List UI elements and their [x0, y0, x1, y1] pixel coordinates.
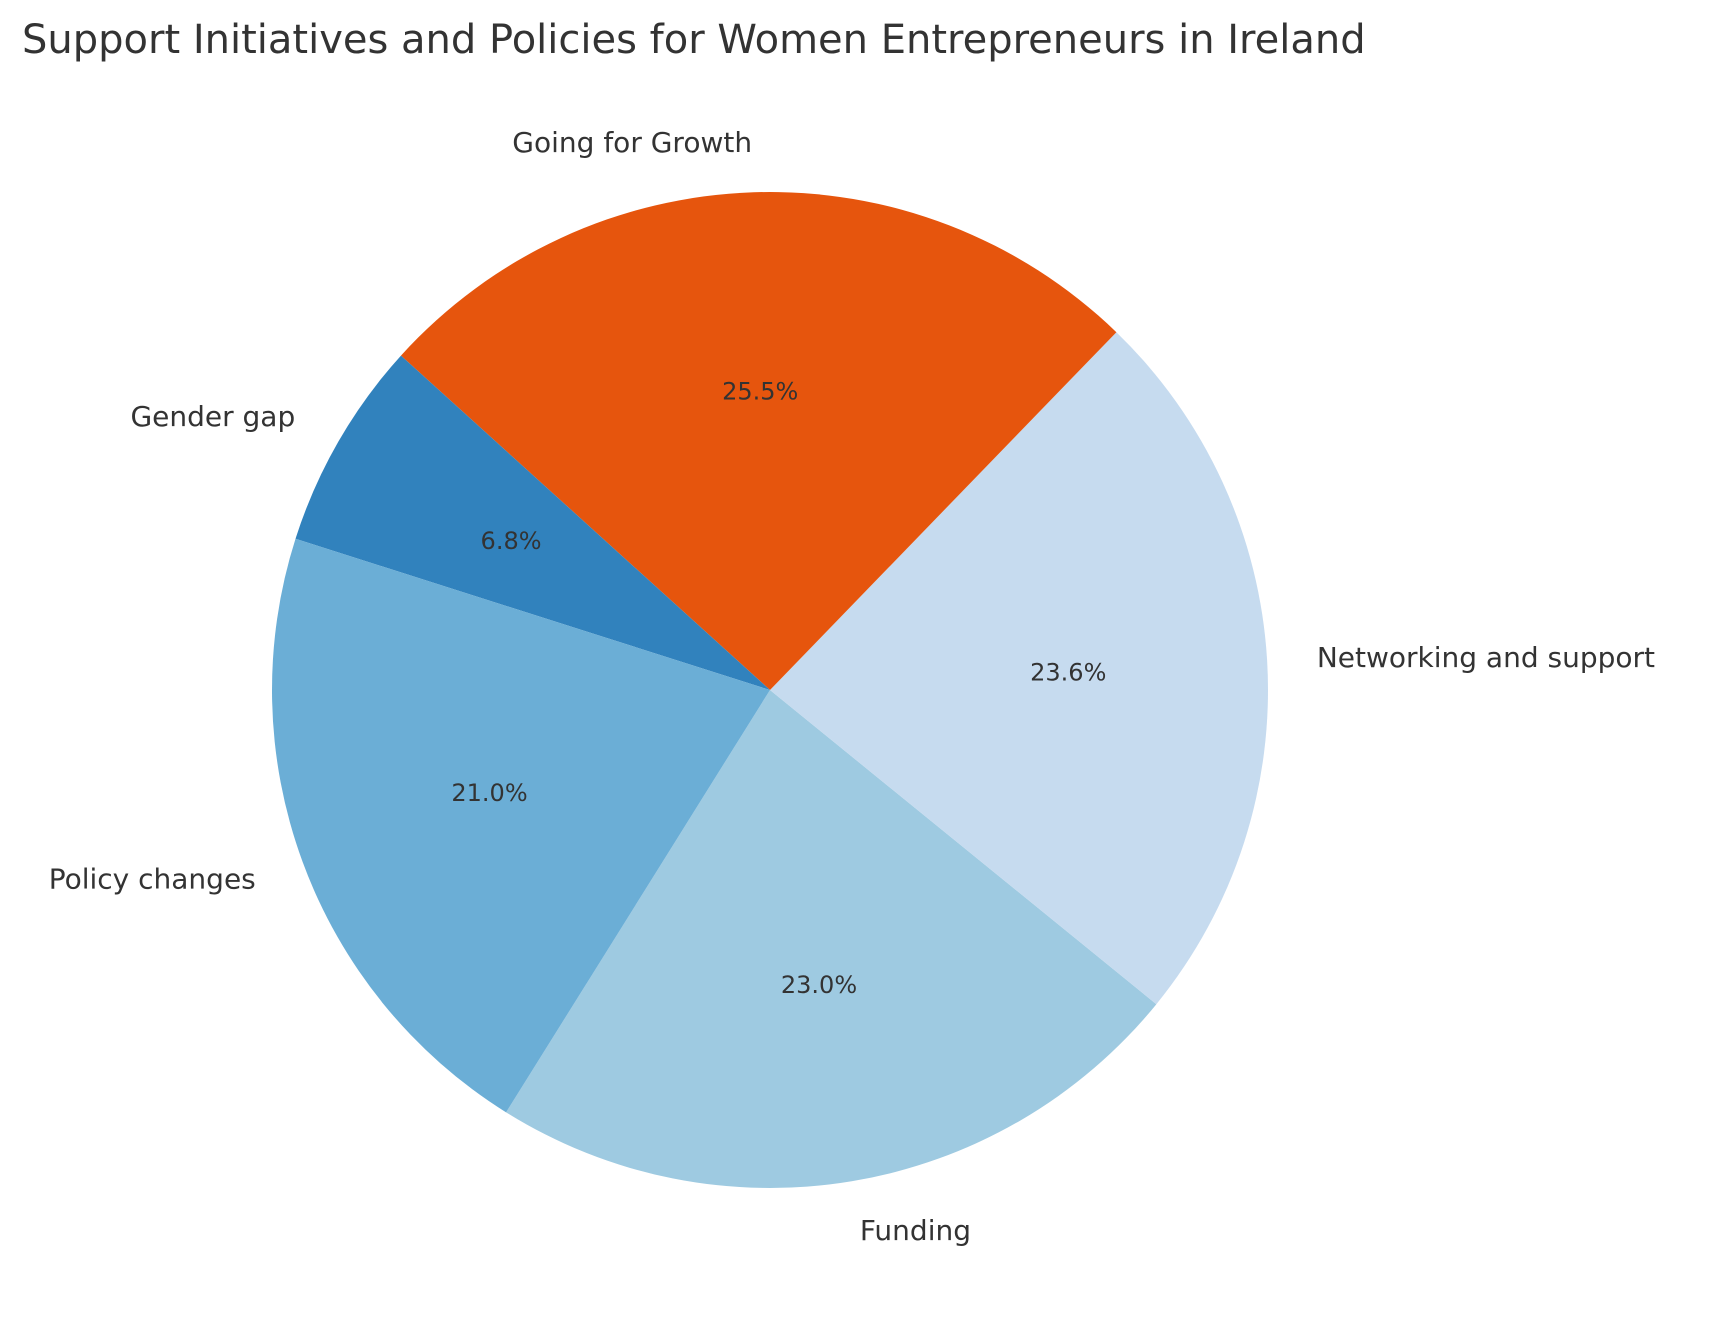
percent-label-going-for-growth: 25.5% — [722, 377, 798, 405]
pie-slice-gender-gap — [295, 355, 770, 690]
category-label-networking-and-support: Networking and support — [1317, 641, 1655, 674]
percent-label-gender-gap: 6.8% — [481, 527, 542, 555]
category-label-going-for-growth: Going for Growth — [512, 126, 752, 159]
category-label-funding: Funding — [860, 1214, 971, 1247]
percent-label-policy-changes: 21.0% — [451, 779, 527, 807]
category-label-policy-changes: Policy changes — [49, 862, 256, 895]
pie-labels: Funding 23.0% Networking and support 23.6% G… — [49, 126, 1655, 1247]
pie-slice-policy-changes — [272, 538, 770, 1113]
pie-slice-going-for-growth — [400, 192, 1117, 690]
pie-slice-networking-and-support — [770, 332, 1269, 1005]
category-label-gender-gap: Gender gap — [130, 400, 295, 433]
pie-slices — [272, 192, 1269, 1188]
chart-title: Support Initiatives and Policies for Wom… — [22, 17, 1366, 63]
percent-label-funding: 23.0% — [781, 971, 857, 999]
percent-label-networking-and-support: 23.6% — [1030, 658, 1106, 686]
pie-slice-funding — [506, 690, 1157, 1188]
